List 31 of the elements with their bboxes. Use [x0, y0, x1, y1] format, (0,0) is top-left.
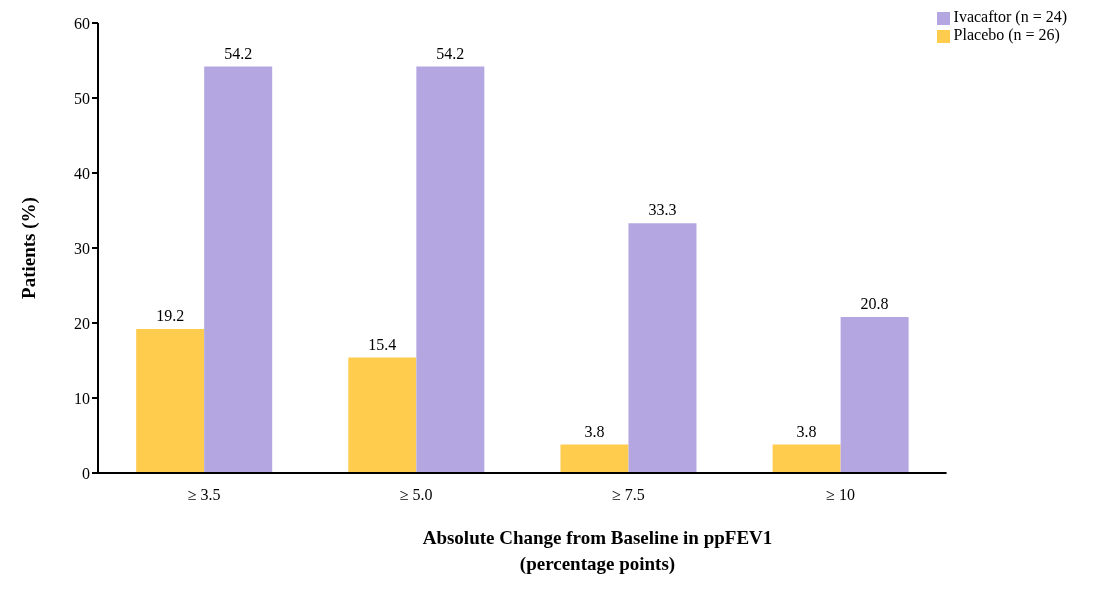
y-tick-label: 0 [82, 464, 90, 482]
bar [204, 66, 273, 473]
bar [772, 444, 841, 473]
legend-label: Ivacaftor (n = 24) [953, 8, 1067, 25]
y-tick-label: 20 [74, 314, 90, 332]
y-tick-label: 10 [74, 389, 90, 407]
bar [560, 444, 629, 473]
bar [840, 317, 909, 473]
x-tick-label: ≥ 10 [826, 486, 855, 504]
bar [416, 66, 485, 473]
data-label: 3.8 [796, 422, 817, 440]
bar [136, 329, 205, 473]
x-tick-label: ≥ 5.0 [399, 486, 433, 504]
y-tick-label: 50 [74, 89, 90, 107]
y-tick-label: 60 [74, 14, 90, 32]
x-tick-label: ≥ 3.5 [187, 486, 221, 504]
data-label: 19.2 [156, 307, 185, 324]
bar [348, 357, 417, 473]
data-label: 15.4 [368, 335, 397, 353]
y-tick-label: 40 [74, 164, 90, 182]
data-label: 54.2 [436, 44, 465, 62]
data-label: 20.8 [860, 295, 889, 312]
x-axis-title: Absolute Change from Baseline in ppFEV1 (percentage points) [421, 526, 774, 576]
bar [628, 223, 697, 473]
x-tick-label: ≥ 7.5 [611, 486, 645, 504]
data-label: 33.3 [648, 201, 677, 219]
y-tick-label: 30 [74, 239, 90, 257]
data-label: 54.2 [224, 44, 253, 62]
legend-label: Placebo (n = 26) [953, 26, 1060, 43]
y-axis-title: Patients (%) [17, 197, 40, 299]
data-label: 3.8 [584, 422, 605, 440]
